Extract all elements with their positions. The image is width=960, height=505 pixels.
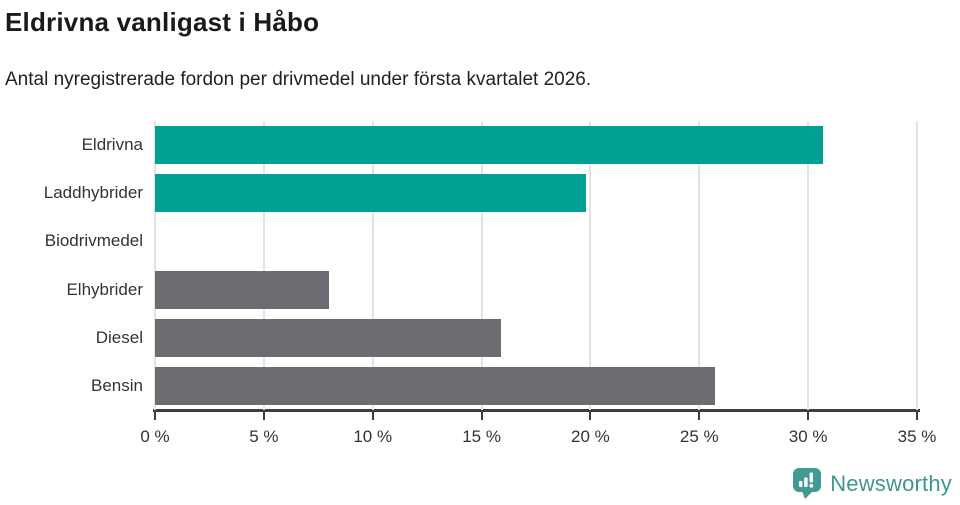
x-tick — [480, 412, 483, 420]
y-label-biodrivmedel: Biodrivmedel — [44, 231, 143, 251]
x-tick-label: 35 % — [897, 427, 937, 446]
x-tick-label: 15 % — [462, 427, 501, 446]
gridline — [154, 121, 156, 410]
x-tick-label: 10 % — [353, 427, 393, 446]
bar-bensin — [155, 366, 715, 405]
y-label-diesel: Diesel — [95, 327, 143, 347]
gridline — [262, 121, 265, 410]
bar-laddhybrider — [155, 174, 587, 213]
newsworthy-logo-icon — [792, 467, 823, 500]
y-axis-labels: Eldrivna Laddhybrider Biodrivmedel Elhybrid… — [0, 121, 143, 410]
gridline — [807, 121, 810, 410]
x-tick-label: 5 % — [249, 427, 279, 446]
gridline — [589, 121, 592, 410]
gridline — [480, 121, 483, 410]
bar-diesel — [155, 318, 502, 357]
y-label-bensin: Bensin — [91, 375, 143, 395]
bar-eldrivna — [155, 126, 824, 165]
x-axis-line — [153, 409, 920, 412]
x-tick — [154, 412, 156, 420]
x-tick — [807, 412, 810, 420]
x-tick — [262, 412, 265, 420]
y-label-eldrivna: Eldrivna — [81, 135, 143, 155]
y-label-elhybrider: Elhybrider — [66, 279, 143, 299]
x-tick-label: 30 % — [788, 427, 828, 446]
gridline — [916, 121, 918, 410]
gridline — [371, 121, 374, 410]
y-label-laddhybrider: Laddhybrider — [43, 183, 143, 203]
plot-area: 0 % 5 % 10 % 15 % 20 % 25 % 30 % 35 % — [140, 121, 936, 446]
x-tick — [371, 412, 374, 420]
x-tick — [916, 412, 918, 420]
x-tick — [698, 412, 701, 420]
x-tick — [589, 412, 592, 420]
chart-title: Eldrivna vanligast i Håbo — [5, 7, 320, 37]
brand-name: Newsworthy — [830, 470, 952, 496]
x-tick-label: 0 % — [140, 427, 170, 446]
brand-logo: Newsworthy — [792, 467, 952, 500]
gridline — [698, 121, 701, 410]
x-tick-label: 20 % — [571, 427, 610, 446]
bar-elhybrider — [155, 270, 330, 309]
x-tick-label: 25 % — [679, 427, 719, 446]
chart-subtitle: Antal nyregistrerade fordon per drivmede… — [5, 69, 592, 90]
